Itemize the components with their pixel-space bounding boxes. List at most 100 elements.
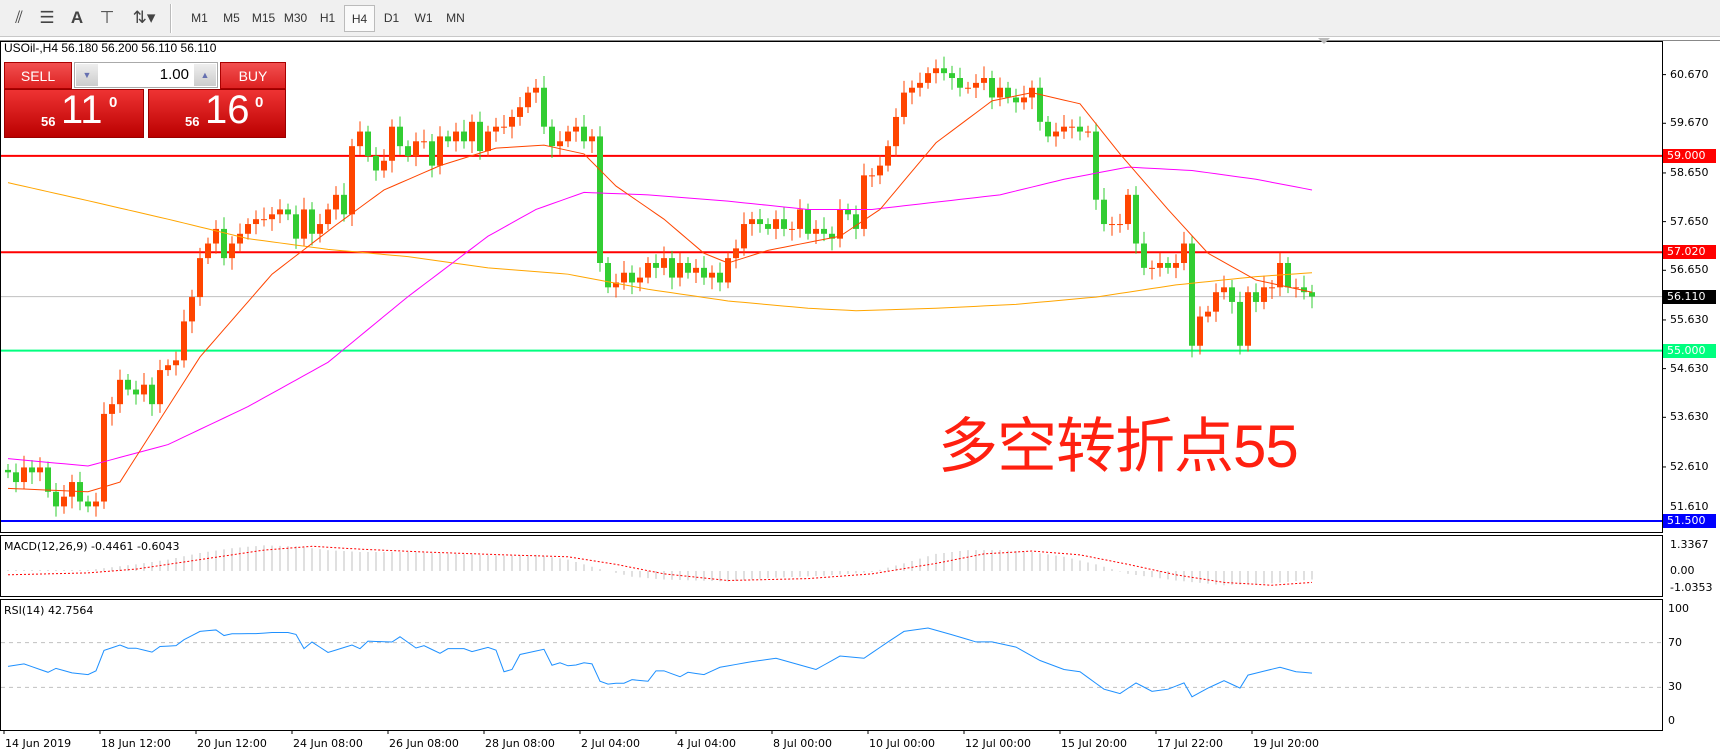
timeframe-m15[interactable]: M15 — [251, 11, 276, 25]
candle-bullish — [93, 501, 99, 507]
candle-bullish — [645, 262, 651, 278]
candle-bearish — [149, 384, 155, 405]
rsi-tick-label: 100 — [1668, 602, 1689, 615]
candle-bullish — [909, 87, 915, 93]
sell-price-fraction: 0 — [109, 94, 118, 111]
candle-bearish — [765, 224, 771, 229]
time-label: 2 Jul 04:00 — [581, 737, 640, 750]
timeframe-h1[interactable]: H1 — [319, 11, 336, 25]
buy-button[interactable]: BUY — [220, 62, 286, 89]
candle-bearish — [805, 209, 811, 234]
fibonacci-expansion-icon[interactable]: ⫽ — [15, 8, 23, 27]
timeframe-m1[interactable]: M1 — [191, 11, 208, 25]
candle-bearish — [549, 126, 555, 147]
candle-bullish — [69, 482, 75, 497]
candle-bullish — [861, 175, 867, 229]
candle-bullish — [981, 78, 987, 83]
candle-bearish — [365, 131, 371, 156]
sell-price-pips: 11 — [61, 88, 103, 132]
candle-bullish — [1021, 97, 1027, 103]
candle-bullish — [453, 131, 459, 142]
candle-bearish — [541, 87, 547, 127]
timeframe-d1[interactable]: D1 — [383, 11, 400, 25]
main-pane-border — [0, 41, 1663, 533]
timeframe-w1[interactable]: W1 — [414, 11, 433, 25]
candle-bearish — [1229, 287, 1235, 302]
candle-bullish — [37, 467, 43, 473]
time-label: 28 Jun 08:00 — [485, 737, 555, 750]
candle-bullish — [197, 258, 203, 298]
chart-annotation: 多空转折点55 — [938, 413, 1299, 480]
text-label-icon[interactable]: ⊤ — [99, 8, 115, 27]
sell-price[interactable]: 56 11 0 — [4, 88, 144, 138]
symbol-info: USOil-,H4 56.180 56.200 56.110 56.110 — [4, 41, 217, 55]
time-label: 26 Jun 08:00 — [389, 737, 459, 750]
timeframe-m5[interactable]: M5 — [223, 11, 240, 25]
candle-bearish — [629, 272, 635, 283]
candle-bullish — [741, 224, 747, 249]
time-label: 12 Jul 00:00 — [965, 737, 1031, 750]
chart-window[interactable] — [0, 40, 1720, 755]
candle-bullish — [869, 175, 875, 177]
candle-bullish — [789, 228, 795, 230]
candle-bearish — [757, 219, 763, 225]
time-label: 15 Jul 20:00 — [1061, 737, 1127, 750]
candle-bearish — [1005, 87, 1011, 98]
time-label: 20 Jun 12:00 — [197, 737, 267, 750]
candle-bearish — [1101, 199, 1107, 225]
candle-bearish — [477, 121, 483, 152]
candle-bullish — [173, 360, 179, 366]
candle-bullish — [517, 107, 523, 117]
rsi-tick-label: 30 — [1668, 680, 1682, 694]
arrows-icon[interactable]: ⇅▾ — [132, 8, 156, 27]
timeframe-m30[interactable]: M30 — [283, 11, 308, 25]
candle-bullish — [1125, 194, 1131, 225]
macd-tick-label: -1.0353 — [1670, 581, 1713, 594]
time-label: 17 Jul 22:00 — [1157, 737, 1223, 750]
sell-button[interactable]: SELL — [4, 62, 72, 89]
timeframe-h4[interactable]: H4 — [344, 5, 375, 32]
candle-bullish — [261, 219, 267, 221]
candle-bullish — [773, 219, 779, 229]
candle-bullish — [1069, 126, 1075, 128]
price-tick-label: 57.650 — [1670, 214, 1709, 228]
candle-bullish — [357, 131, 363, 147]
candle-bearish — [685, 262, 691, 273]
candle-bullish — [893, 116, 899, 147]
candle-bearish — [1133, 194, 1139, 244]
candle-bearish — [1189, 243, 1195, 346]
candle-bullish — [973, 82, 979, 88]
candle-bullish — [885, 146, 891, 166]
candle-bearish — [597, 136, 603, 263]
macd-signal-line — [7, 545, 1313, 586]
candle-bullish — [557, 141, 563, 147]
candle-bullish — [469, 121, 475, 142]
candle-bullish — [525, 92, 531, 108]
lot-decrease-icon[interactable]: ▼ — [76, 64, 98, 86]
candle-bullish — [1221, 287, 1227, 293]
sell-price-major: 56 — [41, 114, 56, 129]
buy-price[interactable]: 56 16 0 — [148, 88, 286, 138]
candle-bearish — [1285, 262, 1291, 288]
candle-bearish — [373, 155, 379, 171]
lot-size-input[interactable]: ▼ 1.00 ▲ — [74, 62, 218, 88]
candle-bullish — [925, 73, 931, 83]
rsi-tick-label: 70 — [1668, 635, 1682, 649]
text-icon[interactable]: A — [70, 8, 84, 27]
candle-bullish — [877, 165, 883, 176]
time-label: 8 Jul 00:00 — [773, 737, 832, 750]
lot-increase-icon[interactable]: ▲ — [194, 64, 216, 86]
timeframe-mn[interactable]: MN — [446, 11, 465, 25]
candle-bearish — [781, 219, 787, 229]
price-tick-label: 59.670 — [1670, 116, 1709, 130]
lot-value[interactable]: 1.00 — [159, 66, 189, 83]
candle-bullish — [1245, 292, 1251, 346]
candle-bullish — [381, 160, 387, 171]
candle-bearish — [1309, 292, 1315, 297]
fibonacci-fan-icon[interactable]: ☰ — [39, 8, 55, 27]
candle-bullish — [1205, 311, 1211, 317]
candle-bullish — [165, 365, 171, 371]
candle-bullish — [349, 146, 355, 215]
candle-bullish — [189, 297, 195, 322]
